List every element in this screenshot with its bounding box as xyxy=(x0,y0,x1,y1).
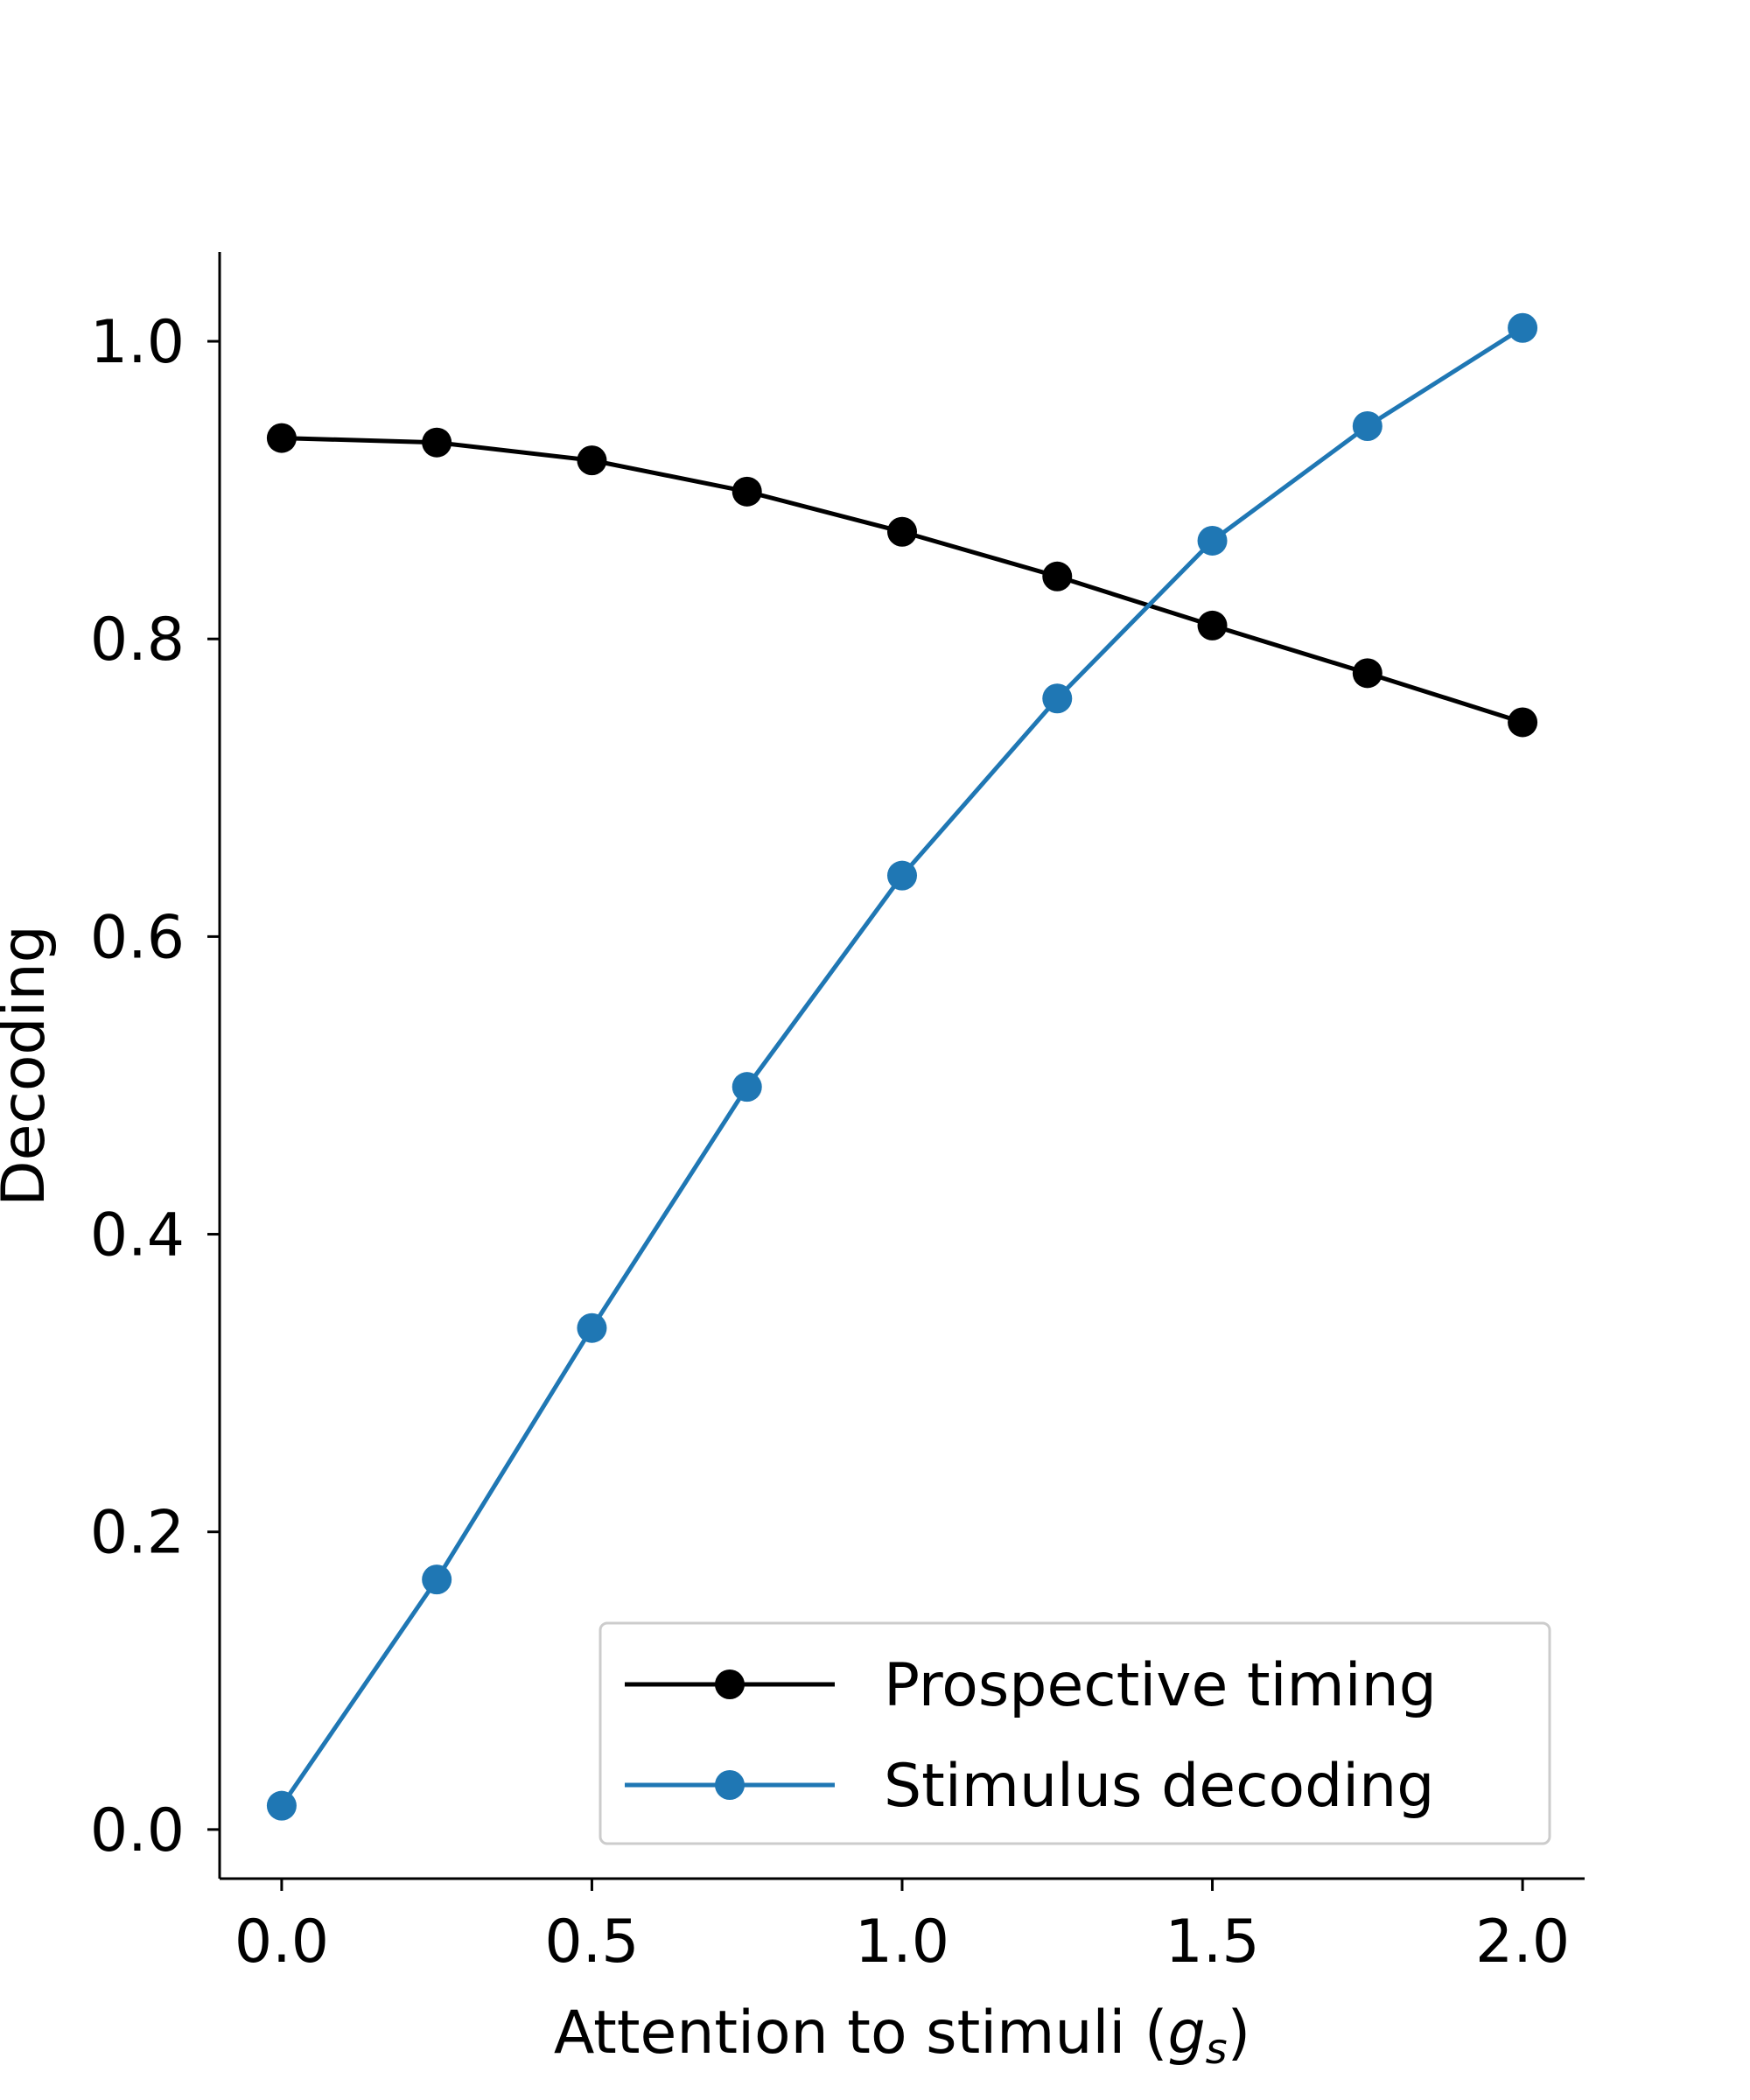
data-point-prospective-timing xyxy=(1352,658,1382,689)
legend-marker-prospective-timing xyxy=(715,1670,745,1699)
x-tick-label: 1.5 xyxy=(1165,1908,1259,1977)
y-tick-label: 1.0 xyxy=(90,308,185,377)
legend-label-prospective-timing: Prospective timing xyxy=(884,1651,1437,1720)
data-point-stimulus-decoding xyxy=(1352,410,1382,441)
x-axis-label-text: Attention to stimuli ( xyxy=(554,1998,1168,2068)
data-point-stimulus-decoding xyxy=(1508,312,1538,343)
x-axis-label: Attention to stimuli (gs) xyxy=(554,1998,1250,2074)
data-point-prospective-timing xyxy=(887,516,917,547)
data-point-stimulus-decoding xyxy=(732,1072,762,1102)
x-axis-label-symbol: g xyxy=(1167,1998,1205,2068)
data-point-prospective-timing xyxy=(577,445,607,476)
data-point-prospective-timing xyxy=(1508,707,1538,738)
data-point-stimulus-decoding xyxy=(266,1790,297,1821)
data-point-stimulus-decoding xyxy=(1197,525,1228,556)
x-tick-label: 2.0 xyxy=(1475,1908,1570,1977)
legend-box xyxy=(598,1621,1551,1845)
y-axis-label: Decoding xyxy=(0,925,59,1207)
x-tick-label: 0.5 xyxy=(544,1908,639,1977)
x-axis-label-close: ) xyxy=(1228,1998,1251,2068)
y-tick-label: 0.2 xyxy=(90,1499,185,1568)
data-point-prospective-timing xyxy=(266,423,297,453)
x-axis-label-subscript: s xyxy=(1206,2025,1228,2074)
data-point-stimulus-decoding xyxy=(577,1312,607,1343)
data-point-prospective-timing xyxy=(1042,561,1073,592)
data-point-stimulus-decoding xyxy=(422,1564,452,1595)
legend: Prospective timing Stimulus decoding xyxy=(598,1621,1551,1845)
y-tick-label: 0.0 xyxy=(90,1796,185,1866)
series-line-stimulus-decoding xyxy=(279,326,1524,1808)
legend-label-stimulus-decoding: Stimulus decoding xyxy=(884,1752,1434,1821)
data-point-stimulus-decoding xyxy=(1042,683,1073,714)
legend-marker-stimulus-decoding xyxy=(715,1770,745,1800)
x-tick-label: 0.0 xyxy=(234,1908,329,1977)
plot-area xyxy=(266,312,1538,1821)
x-tick-label: 1.0 xyxy=(855,1908,949,1977)
data-point-stimulus-decoding xyxy=(887,860,917,891)
data-point-prospective-timing xyxy=(732,476,762,507)
series-line-prospective-timing xyxy=(281,436,1523,724)
y-tick-label: 0.4 xyxy=(90,1201,185,1270)
ticks: 0.0 0.5 1.0 1.5 2.0 0.0 0.2 0.4 0.6 0.8 1.0 xyxy=(90,308,1570,1977)
data-point-prospective-timing xyxy=(1197,610,1228,640)
y-tick-label: 0.6 xyxy=(90,903,185,972)
y-tick-label: 0.8 xyxy=(90,606,185,675)
data-point-prospective-timing xyxy=(422,427,452,458)
